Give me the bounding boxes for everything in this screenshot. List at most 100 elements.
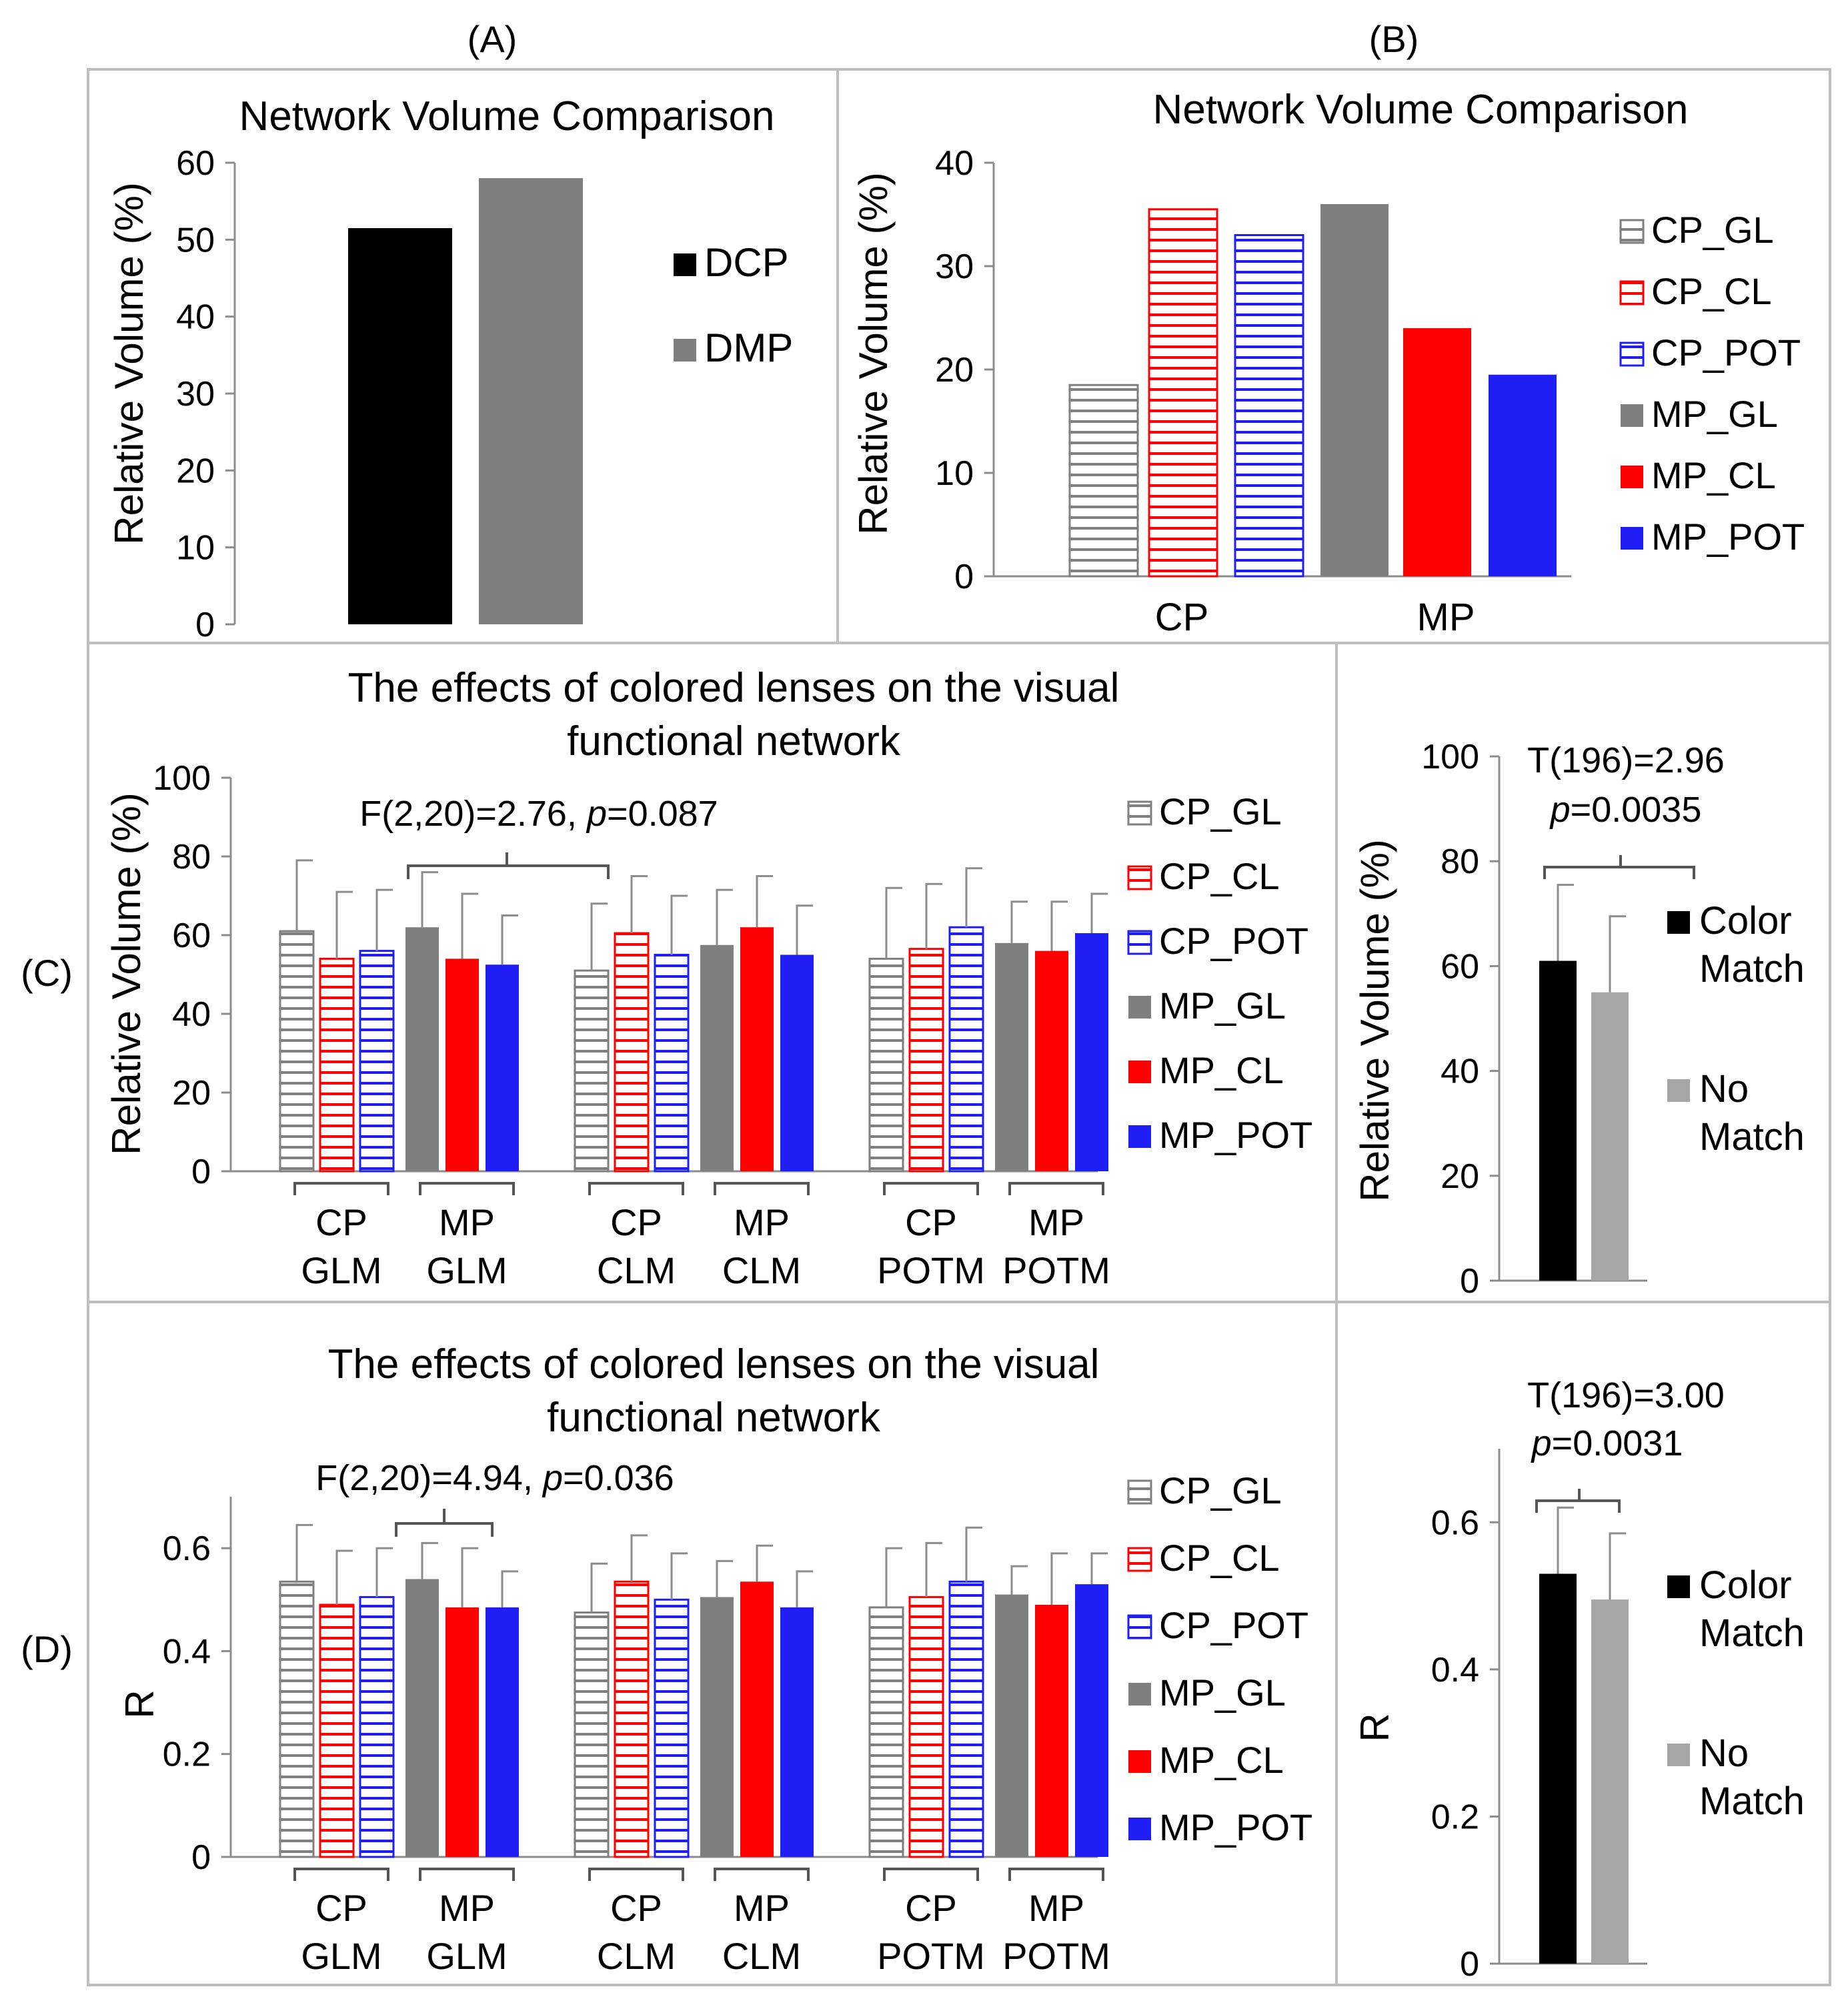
chart-C2-ytick-label: 0 [1460,1262,1479,1301]
chart-D2-bar-0 [1539,1573,1577,1964]
chart-D-group-bracket [714,1868,810,1881]
chart-D-xlabel-bottom: POTM [877,1935,985,1977]
chart-B-ytick-label: 0 [954,558,974,596]
chart-D-errbar-CP_GL-g0 [295,1523,313,1582]
chart-D-bar-MP_GL-g0 [405,1579,439,1857]
chart-B-ytick-label: 10 [935,454,974,493]
chart-A-ytick-label: 60 [176,144,215,183]
chart-A-title: Network Volume Comparison [239,93,775,139]
chart-C2: Relative Volume (%) 0 20 40 60 80 100 T(196)=… [1352,738,1805,1301]
chart-C-group-bracket [419,1182,515,1195]
chart-C-ytick-label: 0 [191,1153,211,1191]
chart-A-ytick-label: 40 [176,298,215,337]
chart-D2-legend-line2-0: Match [1699,1611,1805,1655]
chart-C: The effects of colored lenses on the vis… [104,665,1312,1291]
chart-C-errbar-CP_POT-g1 [670,894,688,955]
chart-D-bar-MP_CL-g1 [740,1581,774,1857]
chart-D-bar-MP_CL-g0 [445,1607,479,1857]
chart-D-legend-swatch-CP_POT [1127,1614,1152,1639]
chart-B-legend-entry-CP_CL: CP_CL [1651,270,1772,312]
chart-D-bar-CP_GL-g2 [868,1606,904,1858]
chart-C-yticks: 0 20 40 60 80 100 [153,759,231,1191]
chart-D2-ytick-label: 0.4 [1431,1651,1479,1690]
chart-B-bars [1068,204,1557,578]
chart-C-bar-CP_CL-g0 [319,957,355,1173]
chart-D2-legend-line1-0: Color [1699,1563,1792,1607]
chart-D-xlabel-bottom: GLM [301,1935,381,1977]
chart-C-bar-MP_POT-g1 [780,954,814,1171]
chart-D-errbar-CP_POT-g2 [965,1526,982,1582]
chart-D-ytick-label: 0.6 [163,1529,211,1568]
chart-D-legend-swatch-CP_GL [1127,1479,1152,1505]
chart-C-legend-entry-MP_GL: MP_GL [1159,984,1286,1027]
chart-C2-legend-swatch-0 [1667,911,1690,934]
chart-A-ytick-label: 0 [195,606,215,644]
chart-D-errbar-CP_CL-g1 [630,1534,648,1582]
chart-D-errbar-MP_CL-g2 [1050,1552,1068,1605]
chart-C-errbar-CP_CL-g2 [925,882,942,949]
chart-D2-annotation-line1: T(196)=3.00 [1527,1375,1725,1415]
chart-C-bar-CP_CL-g1 [614,932,650,1173]
chart-D-errbar-CP_GL-g1 [590,1562,608,1613]
chart-B-xtick-CP: CP [1155,596,1209,639]
chart-D-legend-entry-CP_CL: CP_CL [1159,1537,1280,1579]
chart-D-xlabel-bottom: POTM [1002,1935,1110,1977]
chart-D2-annotation-line2: p=0.0031 [1531,1423,1683,1463]
chart-D2-sig-bracket [1535,1489,1621,1513]
chart-B-legend-entry-CP_POT: CP_POT [1651,331,1801,374]
chart-C2-ytick-label: 40 [1441,1053,1479,1091]
chart-D-sig-bracket [395,1509,494,1537]
chart-D2-ytick-label: 0.2 [1431,1798,1479,1836]
chart-B-legend-swatch-MP_GL [1621,404,1643,427]
chart-B-bar-CP_POT [1234,234,1304,578]
chart-B-legend-swatch-MP_CL [1621,466,1643,488]
chart-D-xlabel-top: MP [734,1887,790,1929]
chart-C-ytick-label: 20 [172,1074,211,1113]
panel-borders [87,68,1831,1986]
chart-C-errbar-MP_GL-g1 [716,888,733,945]
chart-B-ylabel: Relative Volume (%) [851,172,896,535]
chart-A-ytick-label: 10 [176,529,215,568]
chart-C2-sig-bracket [1543,855,1695,879]
chart-B-bar-CP_GL [1068,384,1139,578]
chart-C2-legend-line2-0: Match [1699,947,1805,990]
chart-B-legend-swatch-CP_CL [1619,280,1645,305]
chart-B-ytick-label: 30 [935,247,974,286]
chart-B-legend-swatch-CP_GL [1619,219,1645,244]
chart-C-legend-entry-CP_CL: CP_CL [1159,855,1280,897]
chart-D-legend-swatch-CP_CL [1127,1547,1152,1572]
chart-D-errbar-MP_POT-g0 [501,1570,518,1607]
chart-C2-legend-swatch-1 [1667,1079,1690,1102]
chart-C-bar-CP_POT-g1 [654,954,690,1173]
chart-C-bar-MP_GL-g0 [405,927,439,1171]
chart-D-errbar-MP_GL-g2 [1010,1565,1028,1595]
chart-C-errbar-CP_GL-g0 [295,859,313,932]
chart-D: The effects of colored lenses on the vis… [117,1341,1312,1977]
chart-C2-ylabel: Relative Volume (%) [1352,839,1397,1202]
chart-C-legend-swatch-MP_GL [1128,996,1151,1019]
chart-B-bar-MP_POT [1489,374,1557,576]
chart-C-legend: CP_GL CP_CL CP_POT MP_GL MP_CL MP_POT [1127,790,1312,1156]
chart-C-legend-swatch-MP_CL [1128,1061,1151,1083]
chart-A: Network Volume Comparison Relative Volum… [107,93,793,644]
chart-C-errbar-CP_CL-g0 [335,890,353,959]
chart-C-legend-entry-CP_GL: CP_GL [1159,790,1282,832]
chart-C2-bar-1 [1591,992,1629,1281]
chart-D-xlabel-top: MP [439,1887,495,1929]
chart-C-bar-MP_CL-g2 [1035,950,1068,1171]
chart-D-errbar-CP_CL-g2 [925,1541,942,1597]
panel-label-B: (B) [1369,18,1419,60]
chart-C-errbar-CP_POT-g0 [375,888,393,951]
chart-C2-bars [1539,884,1629,1281]
chart-C-title-line2: functional network [567,718,901,764]
chart-B-bar-MP_CL [1403,328,1471,576]
chart-C-bar-MP_GL-g1 [700,944,734,1171]
chart-D-legend-swatch-MP_GL [1128,1683,1151,1706]
chart-C2-annotation-line2: p=0.0035 [1549,790,1702,830]
chart-C-legend-swatch-CP_GL [1127,800,1152,826]
chart-A-legend-entry-DMP: DMP [704,325,793,370]
chart-C-bar-CP_POT-g2 [948,926,984,1173]
chart-D-group-bracket [293,1868,389,1881]
chart-C-errbar-MP_GL-g2 [1010,900,1028,943]
chart-C-xlabels: CP GLM MP GLM CP CLM MP CLM CP POTM MP POTM [293,1182,1110,1291]
